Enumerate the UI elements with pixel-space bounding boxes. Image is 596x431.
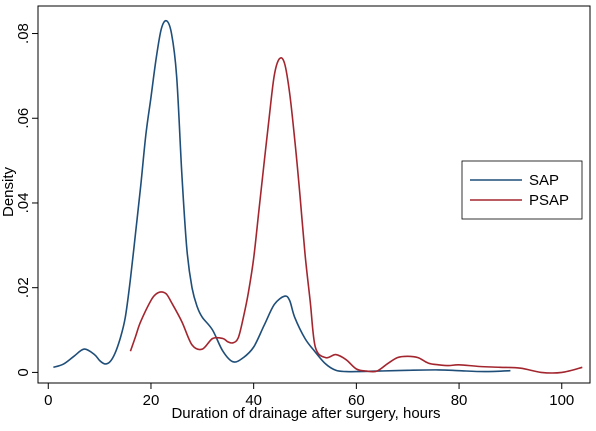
legend: SAP PSAP — [461, 160, 583, 220]
x-tick-label: 0 — [44, 392, 52, 409]
series-line-psap — [129, 57, 583, 374]
legend-label-sap: SAP — [529, 172, 559, 189]
axes: 0 20 40 60 80 100 0 .02 .04 .06 .08 — [15, 5, 591, 409]
x-tick-label: 40 — [245, 392, 262, 409]
x-tick-label: 20 — [143, 392, 160, 409]
x-tick-label: 100 — [549, 392, 574, 409]
x-tick-label: 60 — [348, 392, 365, 409]
legend-label-psap: PSAP — [529, 192, 569, 209]
y-axis-title: Density — [0, 166, 17, 217]
legend-box — [461, 160, 583, 220]
series-lines — [53, 19, 583, 374]
x-axis-title: Duration of drainage after surgery, hour… — [171, 405, 440, 422]
y-tick-label: .02 — [15, 277, 32, 298]
y-tick-label: .08 — [15, 23, 32, 44]
plot-frame — [37, 5, 591, 384]
y-tick-label: 0 — [15, 368, 32, 376]
x-tick-label: 80 — [451, 392, 468, 409]
y-tick-label: .06 — [15, 108, 32, 129]
series-line-sap — [53, 19, 511, 373]
y-tick-label: .04 — [15, 193, 32, 214]
